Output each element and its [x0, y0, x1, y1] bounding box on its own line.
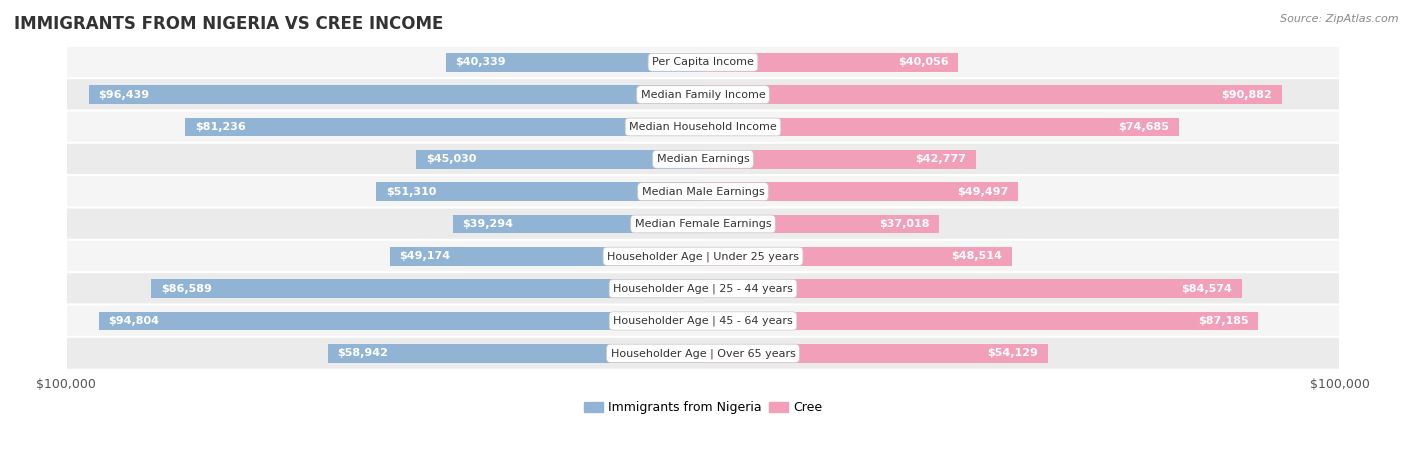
Text: $45,030: $45,030	[426, 154, 477, 164]
Bar	[98, 311, 703, 330]
Text: $49,174: $49,174	[399, 251, 450, 262]
FancyBboxPatch shape	[66, 240, 1340, 273]
Text: $49,497: $49,497	[957, 187, 1008, 197]
Bar	[703, 247, 1012, 266]
Bar	[416, 150, 703, 169]
Bar	[328, 344, 703, 363]
FancyBboxPatch shape	[66, 337, 1340, 370]
Text: Median Earnings: Median Earnings	[657, 154, 749, 164]
Text: $54,129: $54,129	[987, 348, 1038, 358]
FancyBboxPatch shape	[66, 111, 1340, 143]
Bar	[446, 53, 703, 71]
Text: Householder Age | Under 25 years: Householder Age | Under 25 years	[607, 251, 799, 262]
Bar	[152, 279, 703, 298]
Text: Householder Age | 45 - 64 years: Householder Age | 45 - 64 years	[613, 316, 793, 326]
Text: $51,310: $51,310	[385, 187, 436, 197]
Text: $81,236: $81,236	[195, 122, 246, 132]
FancyBboxPatch shape	[66, 272, 1340, 305]
Text: IMMIGRANTS FROM NIGERIA VS CREE INCOME: IMMIGRANTS FROM NIGERIA VS CREE INCOME	[14, 15, 443, 33]
Bar	[703, 182, 1018, 201]
FancyBboxPatch shape	[66, 175, 1340, 208]
Text: $96,439: $96,439	[98, 90, 149, 99]
Bar	[453, 214, 703, 234]
Text: Householder Age | 25 - 44 years: Householder Age | 25 - 44 years	[613, 283, 793, 294]
Bar	[703, 85, 1282, 104]
FancyBboxPatch shape	[66, 46, 1340, 79]
Bar	[389, 247, 703, 266]
Bar	[703, 344, 1047, 363]
FancyBboxPatch shape	[66, 143, 1340, 176]
Text: $37,018: $37,018	[879, 219, 929, 229]
Text: Median Household Income: Median Household Income	[628, 122, 778, 132]
Text: $84,574: $84,574	[1181, 283, 1232, 294]
Text: Source: ZipAtlas.com: Source: ZipAtlas.com	[1281, 14, 1399, 24]
Text: Median Male Earnings: Median Male Earnings	[641, 187, 765, 197]
Text: $94,804: $94,804	[108, 316, 160, 326]
Text: $90,882: $90,882	[1222, 90, 1272, 99]
Text: $40,339: $40,339	[456, 57, 506, 67]
Bar	[703, 53, 957, 71]
Bar	[703, 311, 1258, 330]
Bar	[703, 214, 939, 234]
FancyBboxPatch shape	[66, 304, 1340, 338]
Text: Per Capita Income: Per Capita Income	[652, 57, 754, 67]
Text: $39,294: $39,294	[463, 219, 513, 229]
Bar	[703, 150, 976, 169]
Bar	[186, 118, 703, 136]
Text: $42,777: $42,777	[915, 154, 966, 164]
Text: $48,514: $48,514	[952, 251, 1002, 262]
FancyBboxPatch shape	[66, 78, 1340, 111]
Text: $58,942: $58,942	[337, 348, 388, 358]
Text: $74,685: $74,685	[1118, 122, 1170, 132]
Bar	[377, 182, 703, 201]
Text: $87,185: $87,185	[1198, 316, 1249, 326]
Bar	[703, 279, 1241, 298]
Text: $86,589: $86,589	[160, 283, 212, 294]
Bar	[89, 85, 703, 104]
Text: Median Family Income: Median Family Income	[641, 90, 765, 99]
Text: Householder Age | Over 65 years: Householder Age | Over 65 years	[610, 348, 796, 359]
Legend: Immigrants from Nigeria, Cree: Immigrants from Nigeria, Cree	[579, 396, 827, 419]
FancyBboxPatch shape	[66, 207, 1340, 241]
Text: $40,056: $40,056	[898, 57, 949, 67]
Text: Median Female Earnings: Median Female Earnings	[634, 219, 772, 229]
Bar	[703, 118, 1178, 136]
